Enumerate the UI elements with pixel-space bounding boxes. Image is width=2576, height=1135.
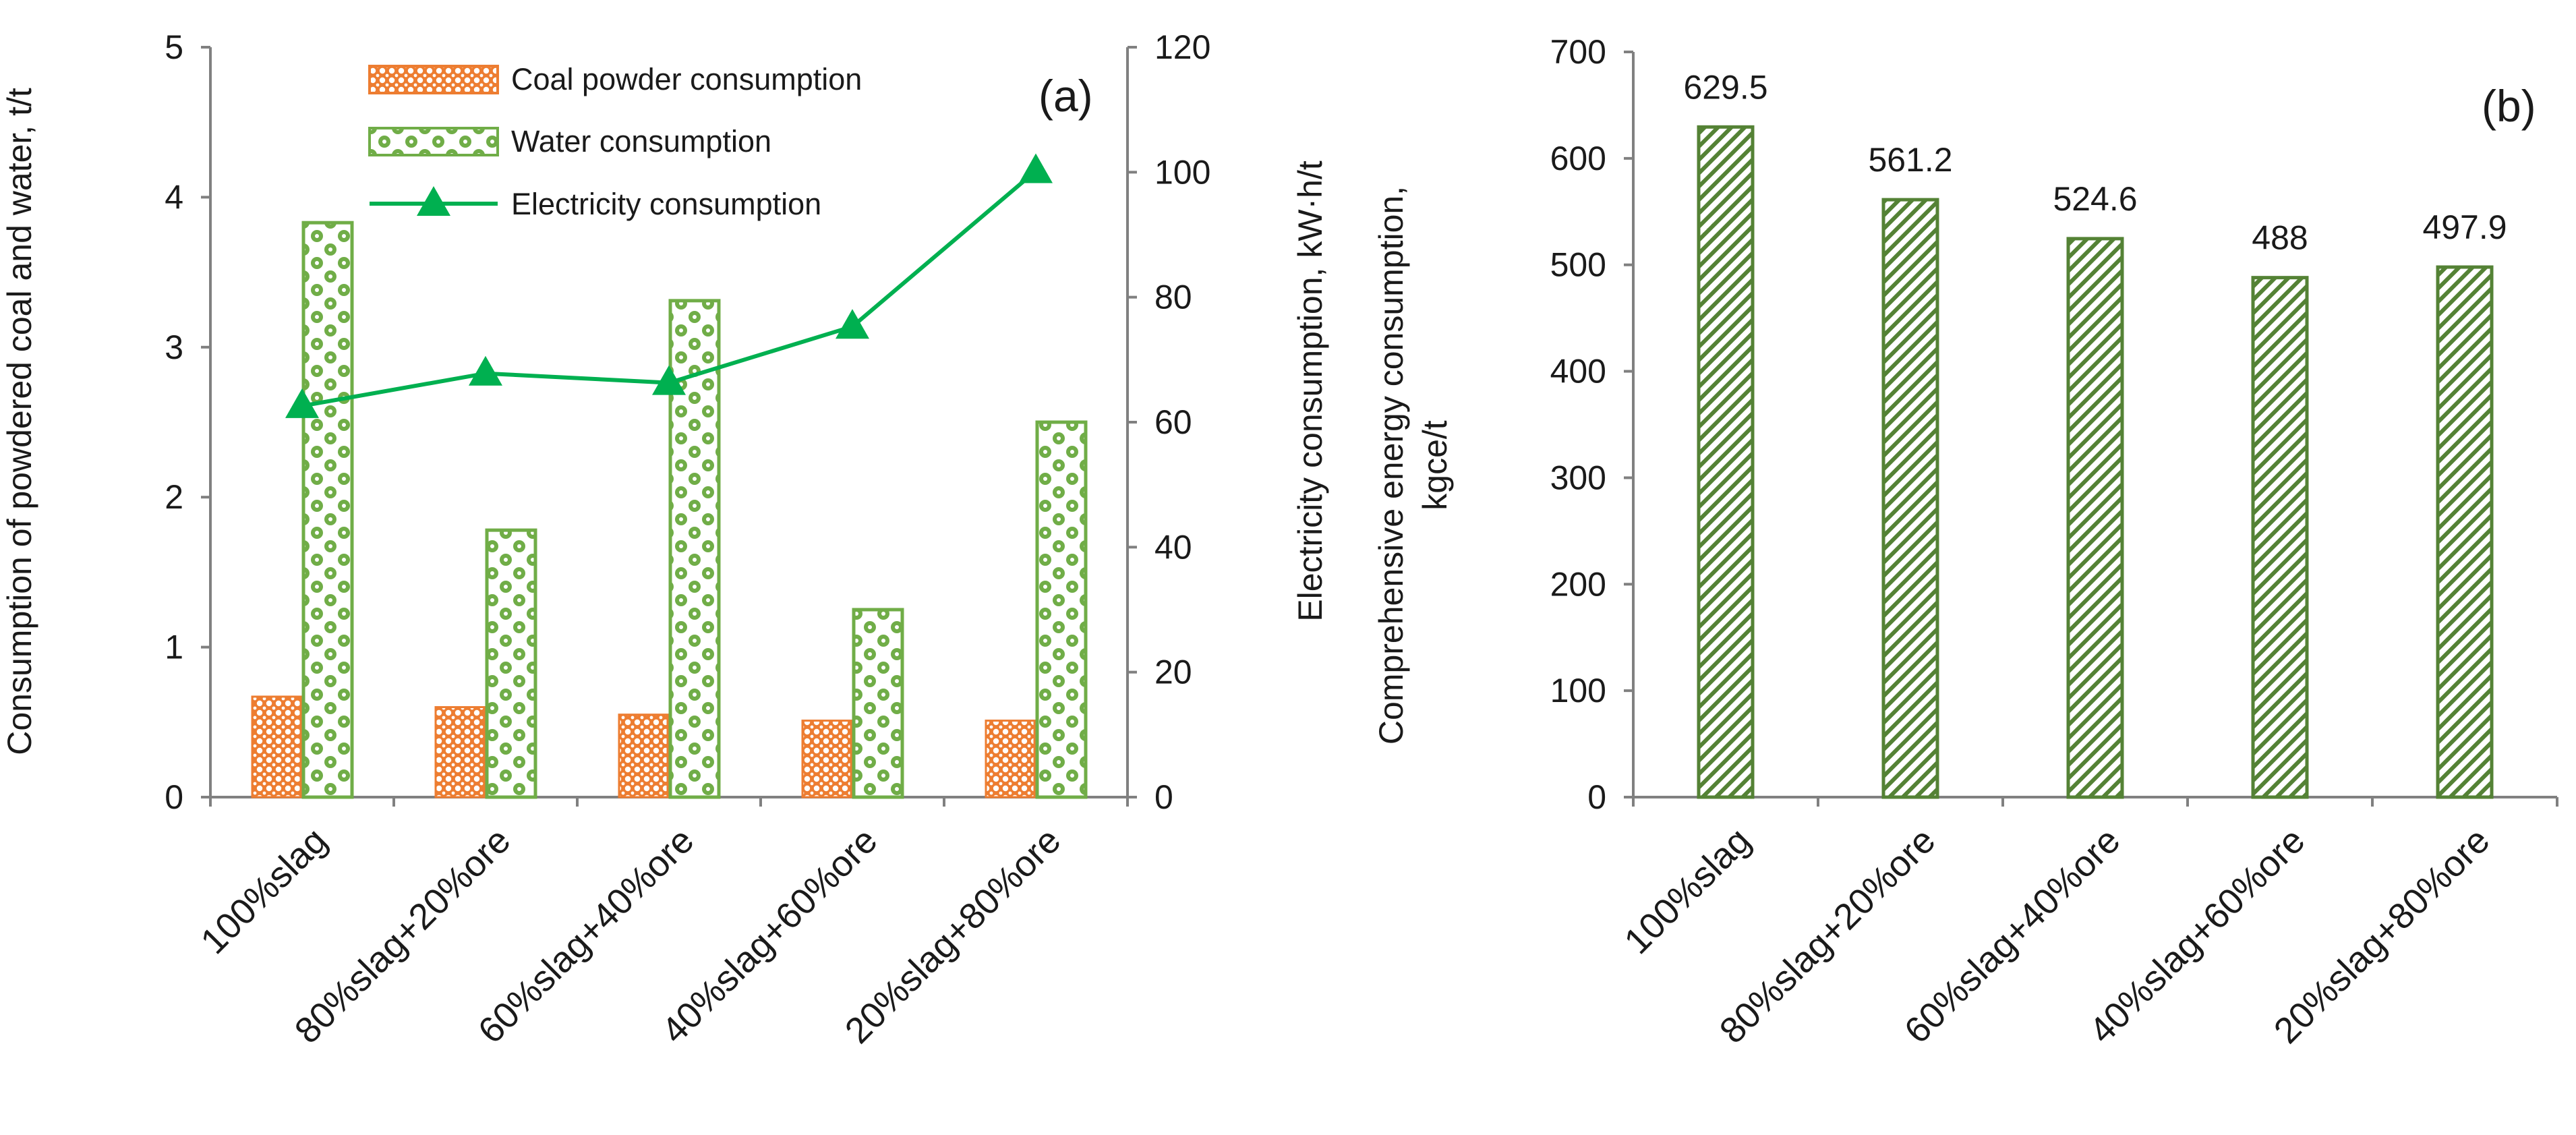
chart-b-y-tick-label: 500 [1550, 246, 1606, 284]
electricity-point [836, 309, 869, 339]
bar-coal-powder [618, 714, 669, 798]
bar-water [1035, 420, 1088, 799]
chart-b-data-labels: 629.5 561.2 524.6 488 497.9 [1683, 68, 2507, 256]
legend-marker-electricity [417, 186, 450, 216]
chart-a-left-tick-label: 0 [165, 778, 183, 816]
chart-a-electricity-line [285, 153, 1053, 418]
chart-a-left-tick-labels: 0 1 2 3 4 5 [165, 28, 183, 816]
bar-energy-consumption [1881, 198, 1939, 799]
chart-a-right-tick-labels: 0 20 40 60 80 100 120 [1154, 28, 1210, 816]
chart-a-left-tick-label: 3 [165, 328, 183, 366]
chart-b-panel-label: (b) [2482, 81, 2536, 131]
electricity-point [469, 355, 502, 386]
chart-a-bars [251, 221, 1088, 799]
chart-b-tick-labels: 0 100 200 300 400 500 600 700 [1550, 33, 1606, 816]
chart-a-left-tick-label: 4 [165, 178, 183, 216]
chart-a-left-tick-label: 5 [165, 28, 183, 66]
bar-water [852, 608, 904, 799]
bar-coal-powder [985, 720, 1036, 798]
bar-energy-consumption [2251, 276, 2309, 799]
chart-a-right-tick-label: 0 [1154, 778, 1173, 816]
chart-a-left-axis-label: Consumption of powdered coal and water, … [1, 88, 38, 755]
chart-b-y-axis-label-line1: Comprehensive energy consumption, [1372, 186, 1410, 745]
chart-b-y-tick-label: 100 [1550, 672, 1606, 709]
chart-b-data-label: 524.6 [2053, 180, 2137, 218]
chart-b-y-tick-label: 200 [1550, 565, 1606, 603]
chart-a-right-tick-label: 40 [1154, 528, 1192, 566]
electricity-point [652, 365, 686, 395]
bar-coal-powder [251, 695, 302, 798]
bar-energy-consumption [1697, 125, 1755, 799]
legend-label-coal: Coal powder consumption [511, 62, 862, 96]
chart-b-y-tick-label: 300 [1550, 459, 1606, 496]
electricity-point [285, 388, 319, 418]
chart-a-left-tick-label: 1 [165, 629, 183, 666]
legend-label-water: Water consumption [511, 124, 771, 158]
chart-a-right-tick-label: 60 [1154, 403, 1192, 441]
electricity-point [1019, 153, 1053, 183]
bar-coal-powder [434, 706, 486, 798]
chart-a-right-tick-label: 100 [1154, 153, 1210, 191]
chart-b-y-tick-label: 400 [1550, 353, 1606, 390]
bar-coal-powder [801, 720, 852, 798]
chart-b-category-label: 100%slag [1616, 820, 1758, 962]
legend-swatch-water [368, 127, 499, 156]
chart-b-y-tick-label: 700 [1550, 33, 1606, 71]
bar-water [485, 528, 537, 799]
chart-b-category-labels: 100%slag80%slag+20%ore60%slag+40%ore40%s… [1616, 820, 2497, 1051]
chart-b-data-label: 488 [2252, 219, 2308, 257]
chart-b-data-label: 561.2 [1868, 141, 1952, 179]
chart-b-y-tick-label: 600 [1550, 140, 1606, 177]
chart-a-right-tick-label: 120 [1154, 28, 1210, 66]
chart-b-y-axis-label-line2: kgce/t [1416, 420, 1454, 511]
chart-a-category-labels: 100%slag80%slag+20%ore60%slag+40%ore40%s… [193, 820, 1068, 1051]
bar-water [301, 221, 354, 799]
chart-b-y-tick-label: 0 [1587, 778, 1606, 816]
chart-a-right-tick-label: 80 [1154, 279, 1192, 316]
chart-b: 629.5 561.2 524.6 488 497.9 0 100 200 300 400 500… [1372, 33, 2558, 1051]
bar-water [668, 299, 721, 799]
chart-a: 0 1 2 3 4 5 0 20 40 60 80 100 120 100%slag80%slag+2… [1, 28, 1329, 1051]
chart-a-category-label: 100%slag [193, 820, 334, 962]
chart-b-data-label: 497.9 [2422, 208, 2507, 246]
legend-swatch-coal [368, 65, 499, 94]
legend-label-electricity: Electricity consumption [511, 187, 821, 221]
chart-b-bars [1697, 125, 2494, 799]
bar-energy-consumption [2066, 237, 2124, 799]
chart-a-right-tick-label: 20 [1154, 653, 1192, 691]
chart-a-panel-label: (a) [1038, 71, 1093, 121]
chart-a-left-tick-label: 2 [165, 478, 183, 516]
bar-energy-consumption [2436, 265, 2494, 799]
chart-b-data-label: 629.5 [1683, 68, 1767, 106]
chart-a-legend: Coal powder consumption Water consumptio… [368, 62, 862, 221]
chart-a-right-axis-label: Electricity consumption, kW·h/t [1291, 161, 1329, 622]
